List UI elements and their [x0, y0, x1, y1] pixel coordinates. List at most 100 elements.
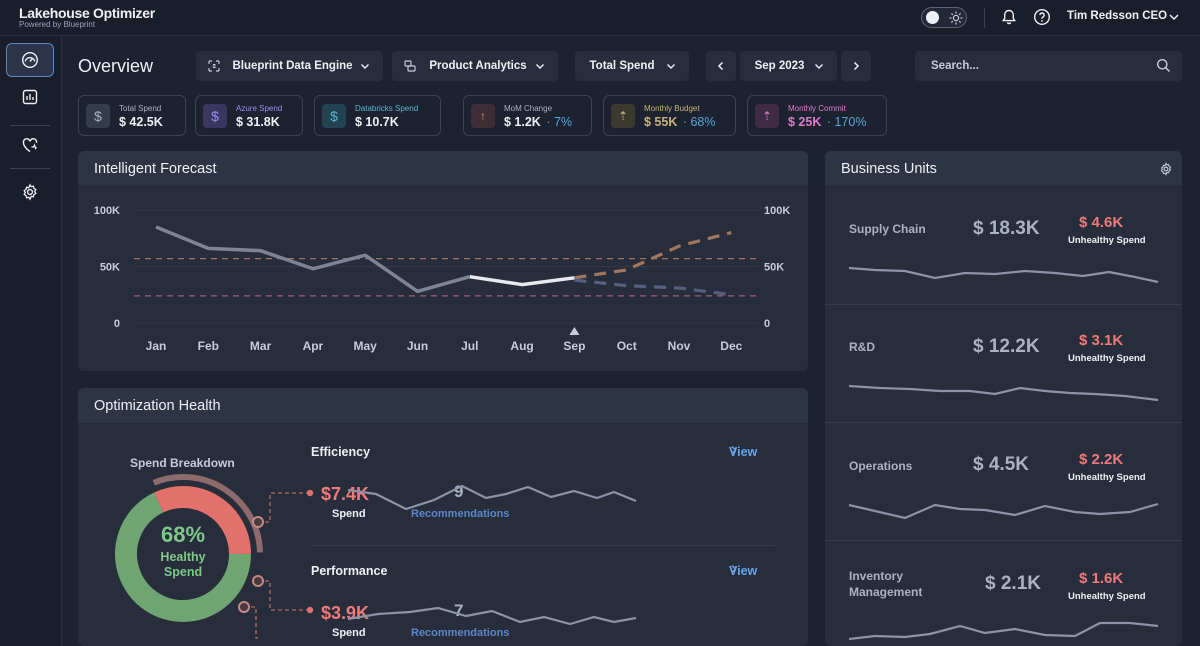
business-unit-name: Operations: [849, 459, 913, 473]
sidebar-item-health[interactable]: [6, 128, 54, 162]
chevron-down-icon: [667, 64, 675, 69]
kpi-mom-change[interactable]: ↑ MoM Change $ 1.2K · 7%: [463, 95, 592, 136]
spend-breakdown-donut[interactable]: [78, 388, 338, 646]
kpi-value: $ 31.8K: [236, 115, 280, 129]
chevron-down-icon: [536, 64, 544, 69]
forecast-upper-line: [574, 231, 732, 280]
view-label: View: [729, 445, 758, 459]
search-icon[interactable]: [1156, 58, 1171, 73]
performance-spend-label: Spend: [332, 627, 366, 639]
y-tick-label-left: 100K: [94, 205, 120, 217]
business-unit-name: Inventory Management: [849, 569, 923, 599]
business-unit-operations[interactable]: Operations $ 4.5K $ 2.2K Unhealthy Spend: [825, 423, 1182, 541]
performance-recommendations-label: Recommendations: [411, 627, 510, 639]
top-bar: Lakehouse Optimizer Powered by Blueprint…: [0, 0, 1200, 36]
chevron-down-icon[interactable]: [1167, 10, 1181, 24]
business-unit-inventory[interactable]: Inventory Management $ 2.1K $ 1.6K Unhea…: [825, 541, 1182, 646]
dollar-icon: $: [203, 104, 227, 128]
kpi-percent: · 7%: [546, 115, 573, 129]
y-tick-label-right: 50K: [764, 262, 784, 274]
next-month-button[interactable]: [841, 51, 871, 81]
month-dropdown[interactable]: Sep 2023: [740, 51, 837, 81]
kpi-databricks-spend[interactable]: $ Databricks Spend $ 10.7K: [314, 95, 441, 136]
x-tick-label: Oct: [617, 339, 637, 353]
dollar-icon: $: [86, 104, 110, 128]
breakdown-node: [252, 575, 264, 587]
settings-icon[interactable]: [1159, 162, 1173, 176]
unhealthy-breakdown-ring: [152, 474, 263, 553]
toggle-knob: [926, 11, 939, 24]
health-icon: [22, 138, 38, 153]
x-tick-label: Mar: [250, 339, 272, 353]
kpi-label: Databricks Spend: [355, 104, 419, 113]
section-divider: [311, 545, 775, 546]
performance-spend: $3.9K: [321, 603, 370, 623]
unhealthy-label: Unhealthy Spend: [1068, 235, 1146, 246]
metric-dropdown[interactable]: Total Spend: [575, 51, 689, 81]
engine-dropdown-label: Blueprint Data Engine: [232, 60, 353, 72]
kpi-azure-spend[interactable]: $ Azure Spend $ 31.8K: [195, 95, 303, 136]
performance-title: Performance: [311, 564, 388, 578]
forecast-panel: Intelligent Forecast 100K 100K 50K 50K 0 0 Jan…: [78, 151, 808, 371]
x-tick-label: Jan: [146, 339, 167, 353]
x-tick-label: Nov: [668, 339, 691, 353]
business-unit-value: $ 4.5K: [973, 454, 1029, 475]
efficiency-spend-label: Spend: [332, 508, 366, 520]
business-unit-value: $ 12.2K: [973, 336, 1040, 357]
arrow-up-icon: ↑: [471, 104, 495, 128]
business-unit-supply-chain[interactable]: Supply Chain $ 18.3K $ 4.6K Unhealthy Sp…: [825, 187, 1182, 305]
x-tick-label: Apr: [303, 339, 324, 353]
kpi-label: Monthly Commit: [788, 104, 846, 113]
prev-month-button[interactable]: [706, 51, 736, 81]
healthy-label: Healthy: [160, 550, 206, 564]
kpi-value: $ 1.2K · 7%: [504, 115, 572, 129]
performance-view-link[interactable]: View: [729, 564, 757, 578]
efficiency-view-link[interactable]: View: [729, 445, 757, 459]
x-tick-label: Dec: [720, 339, 742, 353]
chevron-right-icon: [731, 564, 737, 574]
settings-icon: [23, 183, 37, 201]
y-tick-label-right: 0: [764, 318, 770, 330]
healthy-arc[interactable]: [115, 492, 251, 622]
bell-icon[interactable]: [1000, 8, 1018, 26]
kpi-amount: $ 55K: [644, 115, 678, 129]
kpi-total-spend[interactable]: $ Total Spend $ 42.5K: [78, 95, 186, 136]
sidebar-item-reports[interactable]: [6, 80, 54, 114]
kpi-percent: · 170%: [826, 115, 867, 129]
leader-dot: [306, 489, 314, 497]
report-icon: [22, 89, 38, 105]
user-name[interactable]: Tim Redsson CEO: [1067, 10, 1168, 22]
product-dropdown[interactable]: Product Analytics: [392, 51, 558, 81]
x-tick-label: Jul: [461, 339, 478, 353]
engine-dropdown[interactable]: Blueprint Data Engine: [196, 51, 383, 81]
theme-toggle[interactable]: [921, 7, 967, 28]
efficiency-count: 9: [454, 482, 464, 501]
forecast-lower-line: [574, 278, 732, 297]
y-tick-label-left: 50K: [100, 262, 120, 274]
efficiency-spend: $7.4K: [321, 484, 370, 504]
kpi-amount: $ 31.8K: [236, 115, 280, 129]
sidebar-item-settings[interactable]: [6, 175, 54, 209]
health-panel: Optimization Health Spend Breakdown 68% …: [78, 388, 808, 646]
kpi-label: Azure Spend: [236, 104, 283, 113]
kpi-monthly-commit[interactable]: ⇡ Monthly Commit $ 25K · 170%: [747, 95, 887, 136]
x-tick-label: Sep: [563, 339, 585, 353]
leader-line: [258, 580, 310, 611]
page-title: Overview: [78, 56, 154, 76]
kpi-monthly-budget[interactable]: ⇡ Monthly Budget $ 55K · 68%: [603, 95, 736, 136]
chevron-down-icon: [361, 64, 369, 69]
business-unit-rd[interactable]: R&D $ 12.2K $ 3.1K Unhealthy Spend: [825, 305, 1182, 423]
dashboard-icon: [21, 51, 39, 69]
budget-icon: ⇡: [611, 104, 635, 128]
sun-icon: [949, 11, 963, 25]
sidebar-item-dashboard[interactable]: [6, 43, 54, 77]
kpi-amount: $ 1.2K: [504, 115, 541, 129]
search-input[interactable]: [915, 51, 1182, 81]
help-icon[interactable]: [1033, 8, 1051, 26]
unhealthy-arc[interactable]: [154, 486, 251, 555]
health-title: Optimization Health: [78, 388, 808, 424]
brand-logo[interactable]: Lakehouse Optimizer Powered by Blueprint: [19, 5, 155, 29]
business-unit-name: Supply Chain: [849, 222, 926, 236]
chevron-right-icon: [731, 445, 737, 455]
business-unit-value: $ 2.1K: [985, 573, 1041, 594]
